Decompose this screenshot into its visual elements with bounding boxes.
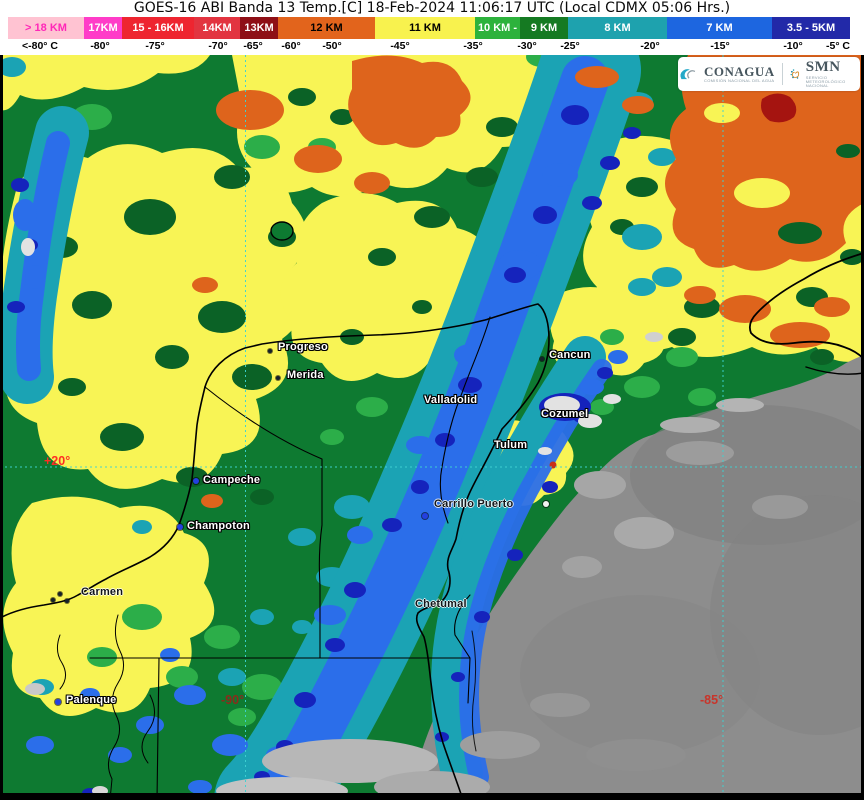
- conagua-logo: CONAGUA COMISIÓN NACIONAL DEL AGUA: [678, 65, 775, 83]
- scale-segment--18-km: > 18 KM: [8, 17, 84, 39]
- city-label-chetumal: Chetumal: [415, 598, 467, 610]
- smn-logo: SMN SERVICIO METEOROLÓGICO NACIONAL: [789, 60, 860, 88]
- temp-tick--5-c: -5° C: [825, 40, 851, 52]
- smn-wordmark: SMN: [805, 59, 841, 75]
- temp-tick--25-: -25°: [560, 40, 580, 52]
- scale-segment-7-km: 7 KM: [667, 17, 772, 39]
- city-label-carmen: Carmen: [81, 586, 124, 598]
- satellite-map: CONAGUA COMISIÓN NACIONAL DEL AGUA SMN S…: [0, 55, 864, 800]
- city-label-cozumel: Cozumel: [541, 408, 589, 420]
- city-marker-dot: [268, 349, 272, 353]
- city-marker-dot: [50, 597, 56, 603]
- city-marker-dot: [64, 598, 70, 604]
- city-label-progreso: Progreso: [278, 341, 328, 353]
- logo-divider: [781, 63, 783, 85]
- grid-label--85-: -85°: [700, 693, 724, 707]
- scale-segment-9-km: 9 KM: [520, 17, 568, 39]
- scale-segment-15-16km: 15 - 16KM: [122, 17, 194, 39]
- scale-segment-3-5-5km: 3.5 - 5KM: [772, 17, 850, 39]
- satellite-raster: [0, 55, 864, 800]
- city-marker-dot: [55, 699, 61, 705]
- scale-segment-14km: 14KM: [194, 17, 240, 39]
- city-label-merida: Merida: [287, 369, 324, 381]
- city-marker-dot: [177, 524, 183, 530]
- conagua-water-icon: [680, 69, 696, 80]
- temp-tick--75-: -75°: [145, 40, 165, 52]
- temp-tick--10-: -10°: [783, 40, 803, 52]
- scale-segment-13km: 13KM: [240, 17, 278, 39]
- grid-label--20-: +20°: [44, 454, 71, 468]
- city-label-cancun: Cancun: [549, 349, 591, 361]
- temp-tick--60-: -60°: [281, 40, 301, 52]
- city-label-champoton: Champoton: [187, 520, 250, 532]
- temp-tick--65-: -65°: [243, 40, 263, 52]
- scale-segment-12-km: 12 KM: [278, 17, 375, 39]
- altitude-scalebar: > 18 KM 17KM 15 - 16KM 14KM 13KM 12 KM 11 KM 10…: [0, 17, 864, 39]
- city-label-palenque: Palenque: [66, 694, 117, 706]
- city-marker-dot: [422, 513, 428, 519]
- temp-tick--35-: -35°: [463, 40, 483, 52]
- city-marker-dot: [57, 591, 63, 597]
- temp-tick--20-: -20°: [640, 40, 660, 52]
- city-label-valladolid: Valladolid: [424, 394, 478, 406]
- temp-tick--30-: -30°: [517, 40, 537, 52]
- scale-segment-8-km: 8 KM: [568, 17, 667, 39]
- city-label-tulum: Tulum: [494, 439, 528, 451]
- agency-logos: CONAGUA COMISIÓN NACIONAL DEL AGUA SMN S…: [678, 57, 860, 91]
- image-title: GOES-16 ABI Banda 13 Temp.[C] 18-Feb-202…: [133, 0, 731, 16]
- grid-label--90-: -90°: [221, 693, 245, 707]
- temperature-axis: <-80° C -80° -75° -70° -65° -60° -50° -45° -35° -…: [0, 39, 864, 55]
- conagua-caption: COMISIÓN NACIONAL DEL AGUA: [704, 78, 775, 83]
- conagua-wordmark: CONAGUA: [704, 64, 775, 79]
- city-label-campeche: Campeche: [203, 474, 261, 486]
- temp-tick--45-: -45°: [390, 40, 410, 52]
- smn-caption: SERVICIO METEOROLÓGICO NACIONAL: [805, 75, 846, 88]
- scale-segment-17km: 17KM: [84, 17, 122, 39]
- city-marker-dot: [193, 478, 199, 484]
- city-marker-dot: [540, 357, 544, 361]
- temp-tick--70-: -70°: [208, 40, 228, 52]
- city-label-carrillo-puerto: Carrillo Puerto: [434, 498, 514, 510]
- city-marker-dot: [276, 376, 280, 380]
- temp-tick--50-: -50°: [322, 40, 342, 52]
- city-marker-dot: [543, 501, 549, 507]
- smn-spiral-icon: [790, 69, 800, 79]
- temp-tick--80-: -80°: [90, 40, 110, 52]
- temp-tick--80-c: <-80° C: [21, 40, 59, 52]
- temp-tick--15-: -15°: [710, 40, 730, 52]
- scale-segment-11-km: 11 KM: [375, 17, 475, 39]
- scale-segment-10-km-: 10 KM -: [475, 17, 520, 39]
